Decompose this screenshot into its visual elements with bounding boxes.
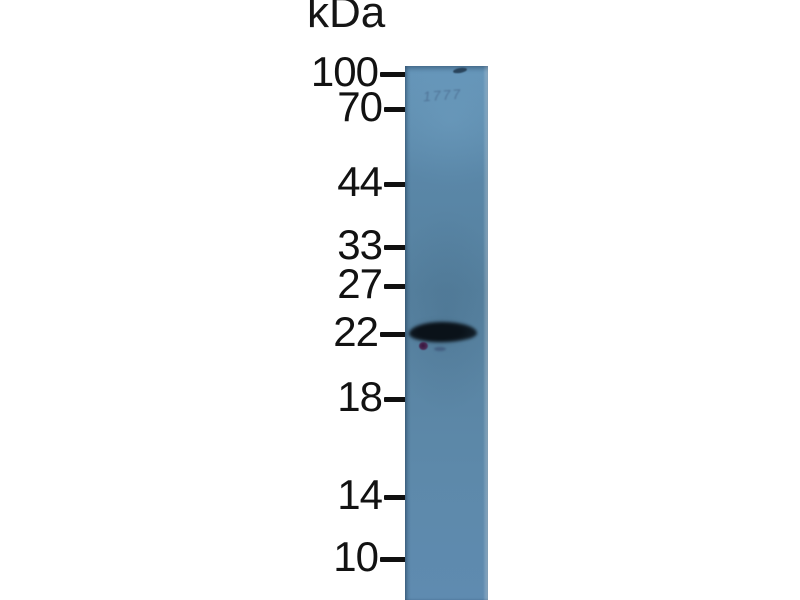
marker-tick-70 — [384, 106, 407, 112]
marker-label-22: 22 — [333, 308, 379, 355]
marker-tick-44 — [384, 181, 407, 187]
marker-tick-18 — [384, 396, 407, 402]
marker-tick-27 — [384, 283, 407, 289]
marker-tick-22 — [380, 331, 407, 337]
marker-row-27: 27 — [337, 262, 407, 306]
protein-band-22kda — [408, 321, 478, 343]
faint-pen-marking: 1777 — [422, 85, 463, 105]
marker-tick-100 — [380, 71, 407, 77]
marker-row-10: 10 — [333, 535, 407, 579]
marker-tick-14 — [384, 494, 407, 500]
marker-label-44: 44 — [337, 158, 383, 205]
marker-row-44: 44 — [337, 160, 407, 204]
marker-label-70: 70 — [337, 83, 383, 130]
marker-label-10: 10 — [333, 533, 379, 580]
dye-dot-artifact — [419, 342, 428, 350]
marker-row-18: 18 — [337, 375, 407, 419]
marker-row-22: 22 — [333, 310, 407, 354]
marker-label-14: 14 — [337, 471, 383, 518]
marker-row-70: 70 — [337, 85, 407, 129]
marker-row-14: 14 — [337, 473, 407, 517]
marker-tick-10 — [380, 556, 407, 562]
marker-label-27: 27 — [337, 260, 383, 307]
marker-row-100: 100 — [311, 50, 407, 94]
marker-label-100: 100 — [310, 48, 379, 95]
unit-label: kDa — [307, 0, 386, 37]
marker-row-33: 33 — [337, 223, 407, 267]
faint-smudge — [434, 347, 446, 351]
marker-tick-33 — [384, 244, 407, 250]
marker-label-33: 33 — [337, 221, 383, 268]
marker-label-18: 18 — [337, 373, 383, 420]
